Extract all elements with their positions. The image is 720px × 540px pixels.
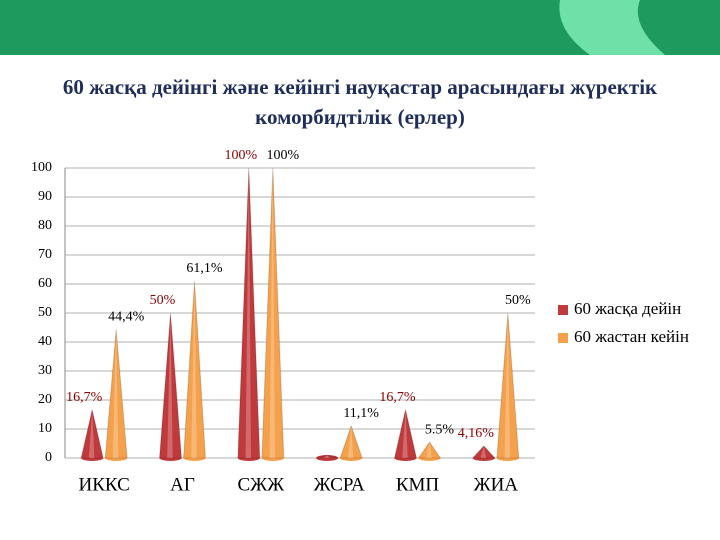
cone-shade bbox=[347, 425, 354, 458]
cone bbox=[80, 409, 104, 459]
y-tick-label: 60 bbox=[38, 276, 52, 291]
y-tick-label: 10 bbox=[38, 421, 52, 436]
y-tick-label: 40 bbox=[38, 334, 52, 349]
y-tick-label: 50 bbox=[38, 305, 52, 320]
x-tick-label: СЖЖ bbox=[237, 474, 285, 495]
value-label: 5.5% bbox=[425, 422, 455, 437]
value-label: 16,7% bbox=[66, 390, 103, 405]
cone bbox=[316, 454, 339, 459]
y-tick-label: 30 bbox=[38, 363, 52, 378]
cone bbox=[339, 424, 363, 459]
y-tick-label: 90 bbox=[38, 189, 52, 204]
x-tick-label: ЖСРА bbox=[314, 474, 365, 495]
cone-shade bbox=[191, 280, 197, 458]
cone bbox=[393, 409, 418, 459]
cone bbox=[496, 312, 520, 459]
x-tick-label: АГ bbox=[170, 474, 195, 495]
value-label: 44,4% bbox=[108, 309, 145, 324]
cone-shade bbox=[112, 329, 119, 458]
y-tick-label: 100 bbox=[31, 160, 52, 175]
cone bbox=[417, 441, 442, 459]
cone bbox=[158, 312, 183, 459]
cone-shade bbox=[323, 455, 330, 458]
cone-shade bbox=[245, 168, 252, 458]
legend-label: 60 жастан кейін bbox=[574, 327, 689, 346]
cone bbox=[104, 329, 128, 459]
cone bbox=[261, 167, 285, 459]
cone bbox=[471, 445, 496, 459]
chart-title: 60 жасқа дейінгі және кейінгі науқастар … bbox=[62, 75, 658, 129]
cone-shade bbox=[480, 445, 487, 458]
value-label: 4,16% bbox=[458, 426, 495, 441]
y-tick-label: 70 bbox=[38, 247, 52, 262]
cone-shade bbox=[402, 409, 408, 458]
legend-label: 60 жасқа дейін bbox=[574, 299, 681, 318]
value-label: 16,7% bbox=[379, 390, 416, 405]
value-label: 100% bbox=[266, 148, 299, 163]
y-tick-label: 80 bbox=[38, 218, 52, 233]
cone bbox=[237, 167, 261, 459]
value-label: 61,1% bbox=[186, 261, 223, 276]
x-tick-label: ЖИА bbox=[474, 474, 519, 495]
cone-shade bbox=[88, 409, 95, 458]
value-label: 100% bbox=[224, 148, 257, 163]
value-label: 11,1% bbox=[343, 406, 379, 421]
cone-shade bbox=[167, 313, 173, 458]
legend-swatch bbox=[558, 333, 568, 343]
y-tick-label: 0 bbox=[45, 450, 52, 465]
cone-shade bbox=[504, 313, 511, 458]
cone-shade bbox=[269, 168, 276, 458]
cone bbox=[182, 280, 207, 459]
x-tick-label: КМП bbox=[396, 474, 440, 495]
banner-shape bbox=[637, 0, 720, 55]
y-tick-label: 20 bbox=[38, 392, 52, 407]
cone-shade bbox=[426, 442, 432, 458]
value-label: 50% bbox=[505, 293, 531, 308]
x-tick-label: ИККС bbox=[79, 474, 130, 495]
value-label: 50% bbox=[150, 293, 176, 308]
legend-swatch bbox=[558, 305, 568, 315]
